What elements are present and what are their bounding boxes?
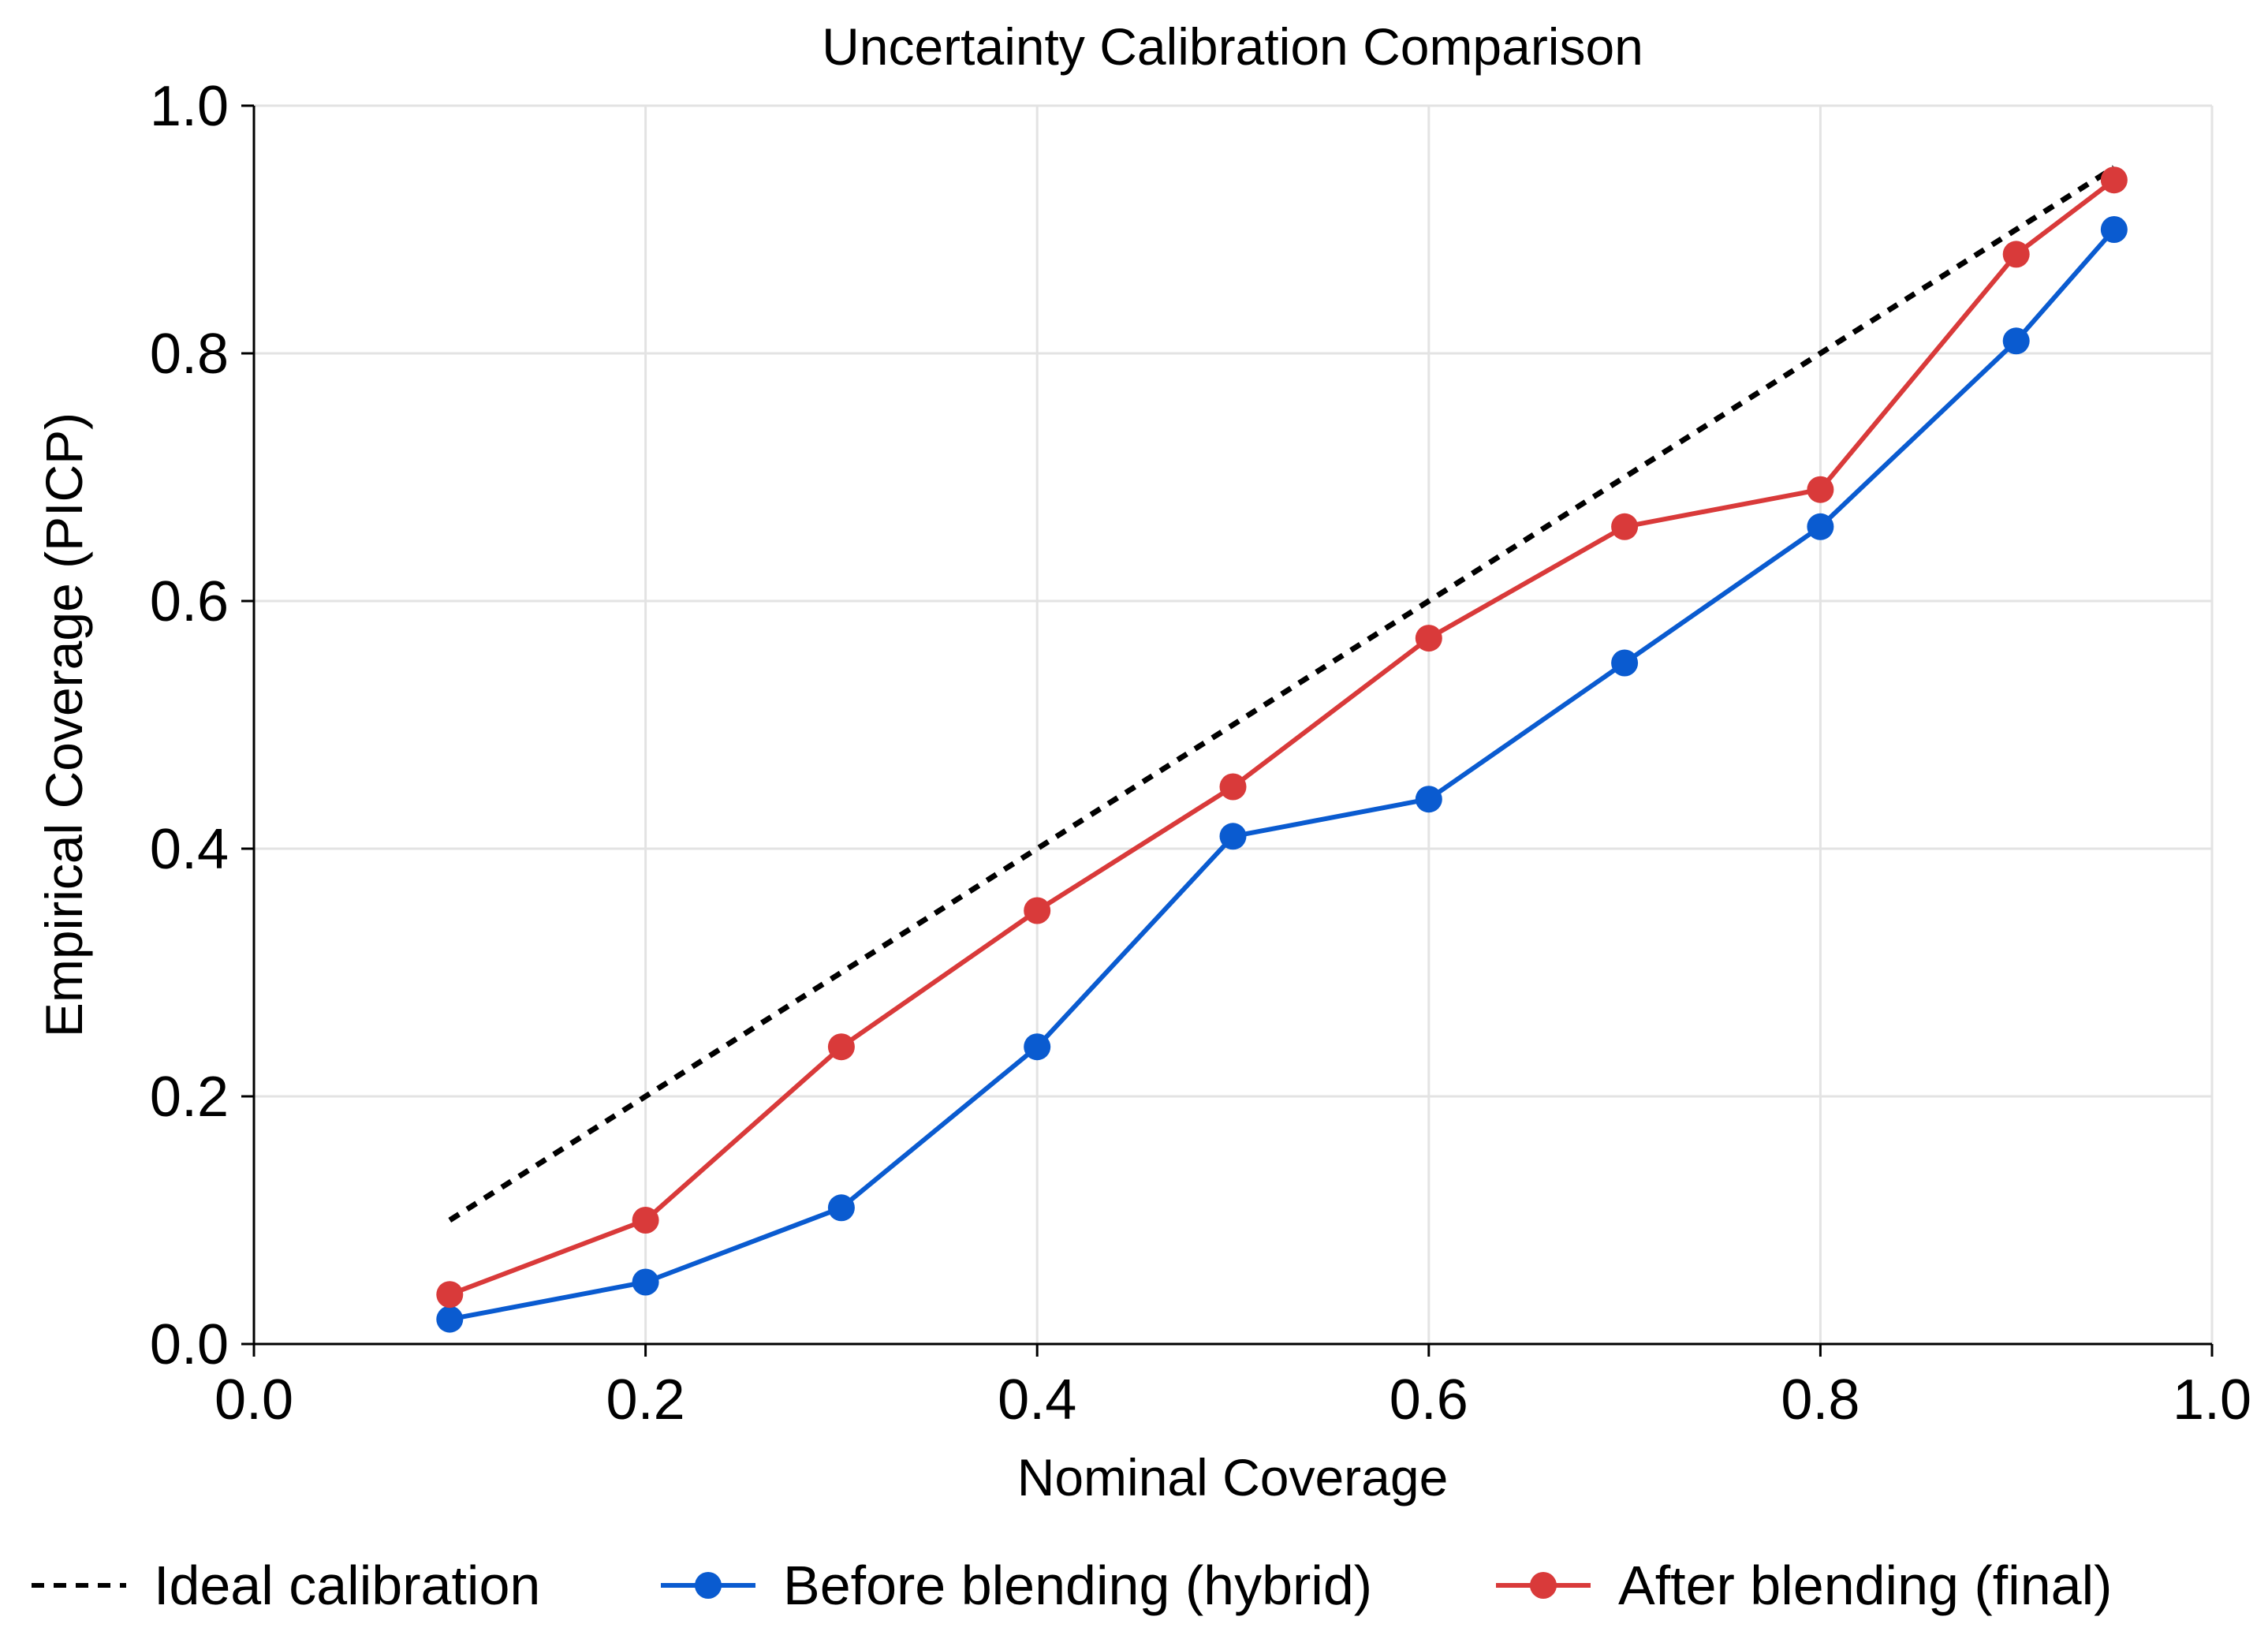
y-tick-label: 0.8 xyxy=(150,323,229,386)
data-point-before xyxy=(1024,1033,1051,1061)
legend-label-ideal: Ideal calibration xyxy=(154,1555,540,1616)
data-point-before xyxy=(436,1305,464,1333)
data-point-before xyxy=(632,1268,659,1296)
x-tick-label: 0.6 xyxy=(1390,1368,1468,1432)
x-tick-label: 0.4 xyxy=(998,1368,1076,1432)
series-layer xyxy=(436,165,2128,1333)
data-point-after xyxy=(1415,625,1442,652)
chart-title: Uncertainty Calibration Comparison xyxy=(822,17,1643,76)
data-point-after xyxy=(1611,513,1639,540)
legend-item-before: Before blending (hybrid) xyxy=(661,1555,1372,1616)
data-point-before xyxy=(1807,513,1834,540)
legend-marker-after xyxy=(1530,1572,1557,1599)
y-tick-label: 0.0 xyxy=(150,1313,229,1376)
legend-label-before: Before blending (hybrid) xyxy=(783,1555,1372,1616)
y-tick-label: 0.4 xyxy=(150,818,229,881)
series-line-before xyxy=(449,228,2117,1322)
data-point-before xyxy=(827,1194,855,1222)
x-axis-label: Nominal Coverage xyxy=(1017,1448,1449,1506)
legend-item-after: After blending (final) xyxy=(1496,1555,2112,1616)
data-point-before xyxy=(1611,649,1639,677)
y-axis-label: Empirical Coverage (PICP) xyxy=(35,413,93,1037)
data-point-after xyxy=(632,1207,659,1234)
y-tick-label: 0.2 xyxy=(150,1066,229,1129)
data-point-before xyxy=(2100,216,2128,243)
x-tick-label: 0.0 xyxy=(214,1368,293,1432)
data-point-before xyxy=(1415,786,1442,813)
x-ticks: 0.0 0.2 0.4 0.6 0.8 1.0 xyxy=(214,1344,2251,1432)
legend-item-ideal: Ideal calibration xyxy=(32,1555,540,1616)
data-point-after xyxy=(436,1281,464,1309)
axes xyxy=(252,106,2212,1346)
legend-label-after: After blending (final) xyxy=(1618,1555,2112,1616)
data-point-after xyxy=(2100,166,2128,194)
series-line-ideal xyxy=(448,165,2116,1223)
data-point-after xyxy=(1807,476,1834,503)
data-point-after xyxy=(1024,897,1051,924)
legend-marker-before xyxy=(695,1572,722,1599)
y-ticks: 0.0 0.2 0.4 0.6 0.8 1.0 xyxy=(150,75,254,1376)
data-point-after xyxy=(827,1033,855,1061)
data-point-after xyxy=(1219,773,1247,801)
data-point-after xyxy=(2002,241,2030,268)
x-tick-label: 0.2 xyxy=(606,1368,685,1432)
data-point-before xyxy=(2002,327,2030,355)
y-tick-label: 0.6 xyxy=(150,570,229,633)
series-line-after xyxy=(449,177,2116,1297)
x-tick-label: 0.8 xyxy=(1781,1368,1860,1432)
y-tick-label: 1.0 xyxy=(150,75,229,138)
data-point-before xyxy=(1219,823,1247,850)
x-tick-label: 1.0 xyxy=(2173,1368,2251,1432)
legend: Ideal calibration Before blending (hybri… xyxy=(32,1555,2112,1616)
